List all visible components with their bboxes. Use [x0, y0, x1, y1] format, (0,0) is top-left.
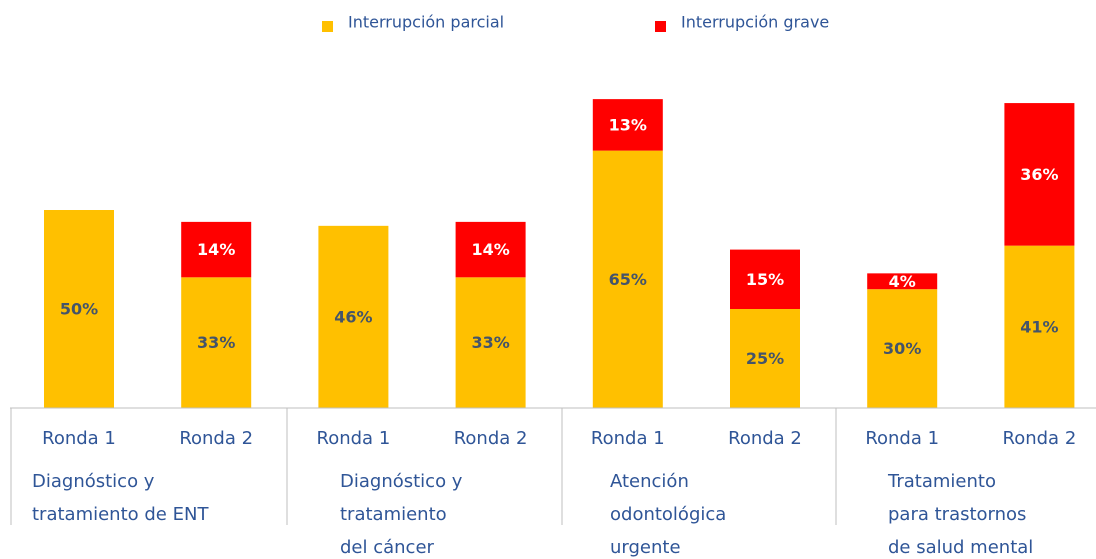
group-label: de salud mental	[888, 537, 1033, 558]
data-label: 36%	[1020, 165, 1058, 184]
data-label: 50%	[60, 300, 98, 319]
legend-label: Interrupción grave	[681, 13, 829, 32]
x-tick-label: Ronda 2	[728, 428, 802, 449]
group-label: para trastornos	[888, 504, 1026, 525]
bar-segment	[867, 273, 938, 290]
group-label: urgente	[610, 537, 681, 558]
bar-segment	[730, 249, 800, 309]
bar-segment	[1004, 245, 1075, 408]
x-tick-label: Ronda 2	[1003, 428, 1077, 449]
legend-swatch	[655, 21, 666, 32]
x-tick-label: Ronda 1	[865, 428, 939, 449]
legend-swatch	[322, 21, 333, 32]
group-label: Diagnóstico y	[340, 471, 463, 492]
group-label: Tratamiento	[887, 471, 996, 492]
legend-label: Interrupción parcial	[348, 13, 504, 32]
bar-segment	[455, 277, 526, 408]
bar-segment	[867, 289, 938, 408]
bar-segment	[1004, 103, 1075, 246]
data-label: 14%	[197, 240, 235, 259]
x-tick-label: Ronda 2	[179, 428, 253, 449]
x-tick-label: Ronda 1	[591, 428, 665, 449]
bar-segment	[455, 221, 526, 278]
bar-segment	[181, 221, 252, 278]
group-label: del cáncer	[340, 537, 435, 558]
bar-segment	[730, 309, 800, 408]
bar-segment	[318, 225, 389, 408]
data-label: 14%	[471, 240, 509, 259]
group-label: tratamiento	[340, 504, 447, 525]
bar-segment	[44, 210, 114, 408]
group-label: tratamiento de ENT	[32, 504, 209, 525]
data-label: 65%	[609, 270, 647, 289]
bar-segment	[181, 277, 252, 408]
bar-segment	[592, 150, 663, 408]
data-label: 30%	[883, 339, 921, 358]
x-tick-label: Ronda 1	[42, 428, 116, 449]
data-label: 41%	[1020, 317, 1058, 336]
data-label: 33%	[197, 333, 235, 352]
data-label: 25%	[746, 349, 784, 368]
x-tick-label: Ronda 1	[317, 428, 391, 449]
group-label: Atención	[610, 471, 689, 492]
data-label: 13%	[609, 115, 647, 134]
group-label: Diagnóstico y	[32, 471, 155, 492]
data-label: 15%	[746, 270, 784, 289]
x-tick-label: Ronda 2	[454, 428, 528, 449]
bar-segment	[592, 99, 663, 151]
data-label: 33%	[471, 333, 509, 352]
group-label: odontológica	[610, 504, 726, 525]
data-label: 4%	[889, 272, 916, 291]
data-label: 46%	[334, 307, 372, 326]
